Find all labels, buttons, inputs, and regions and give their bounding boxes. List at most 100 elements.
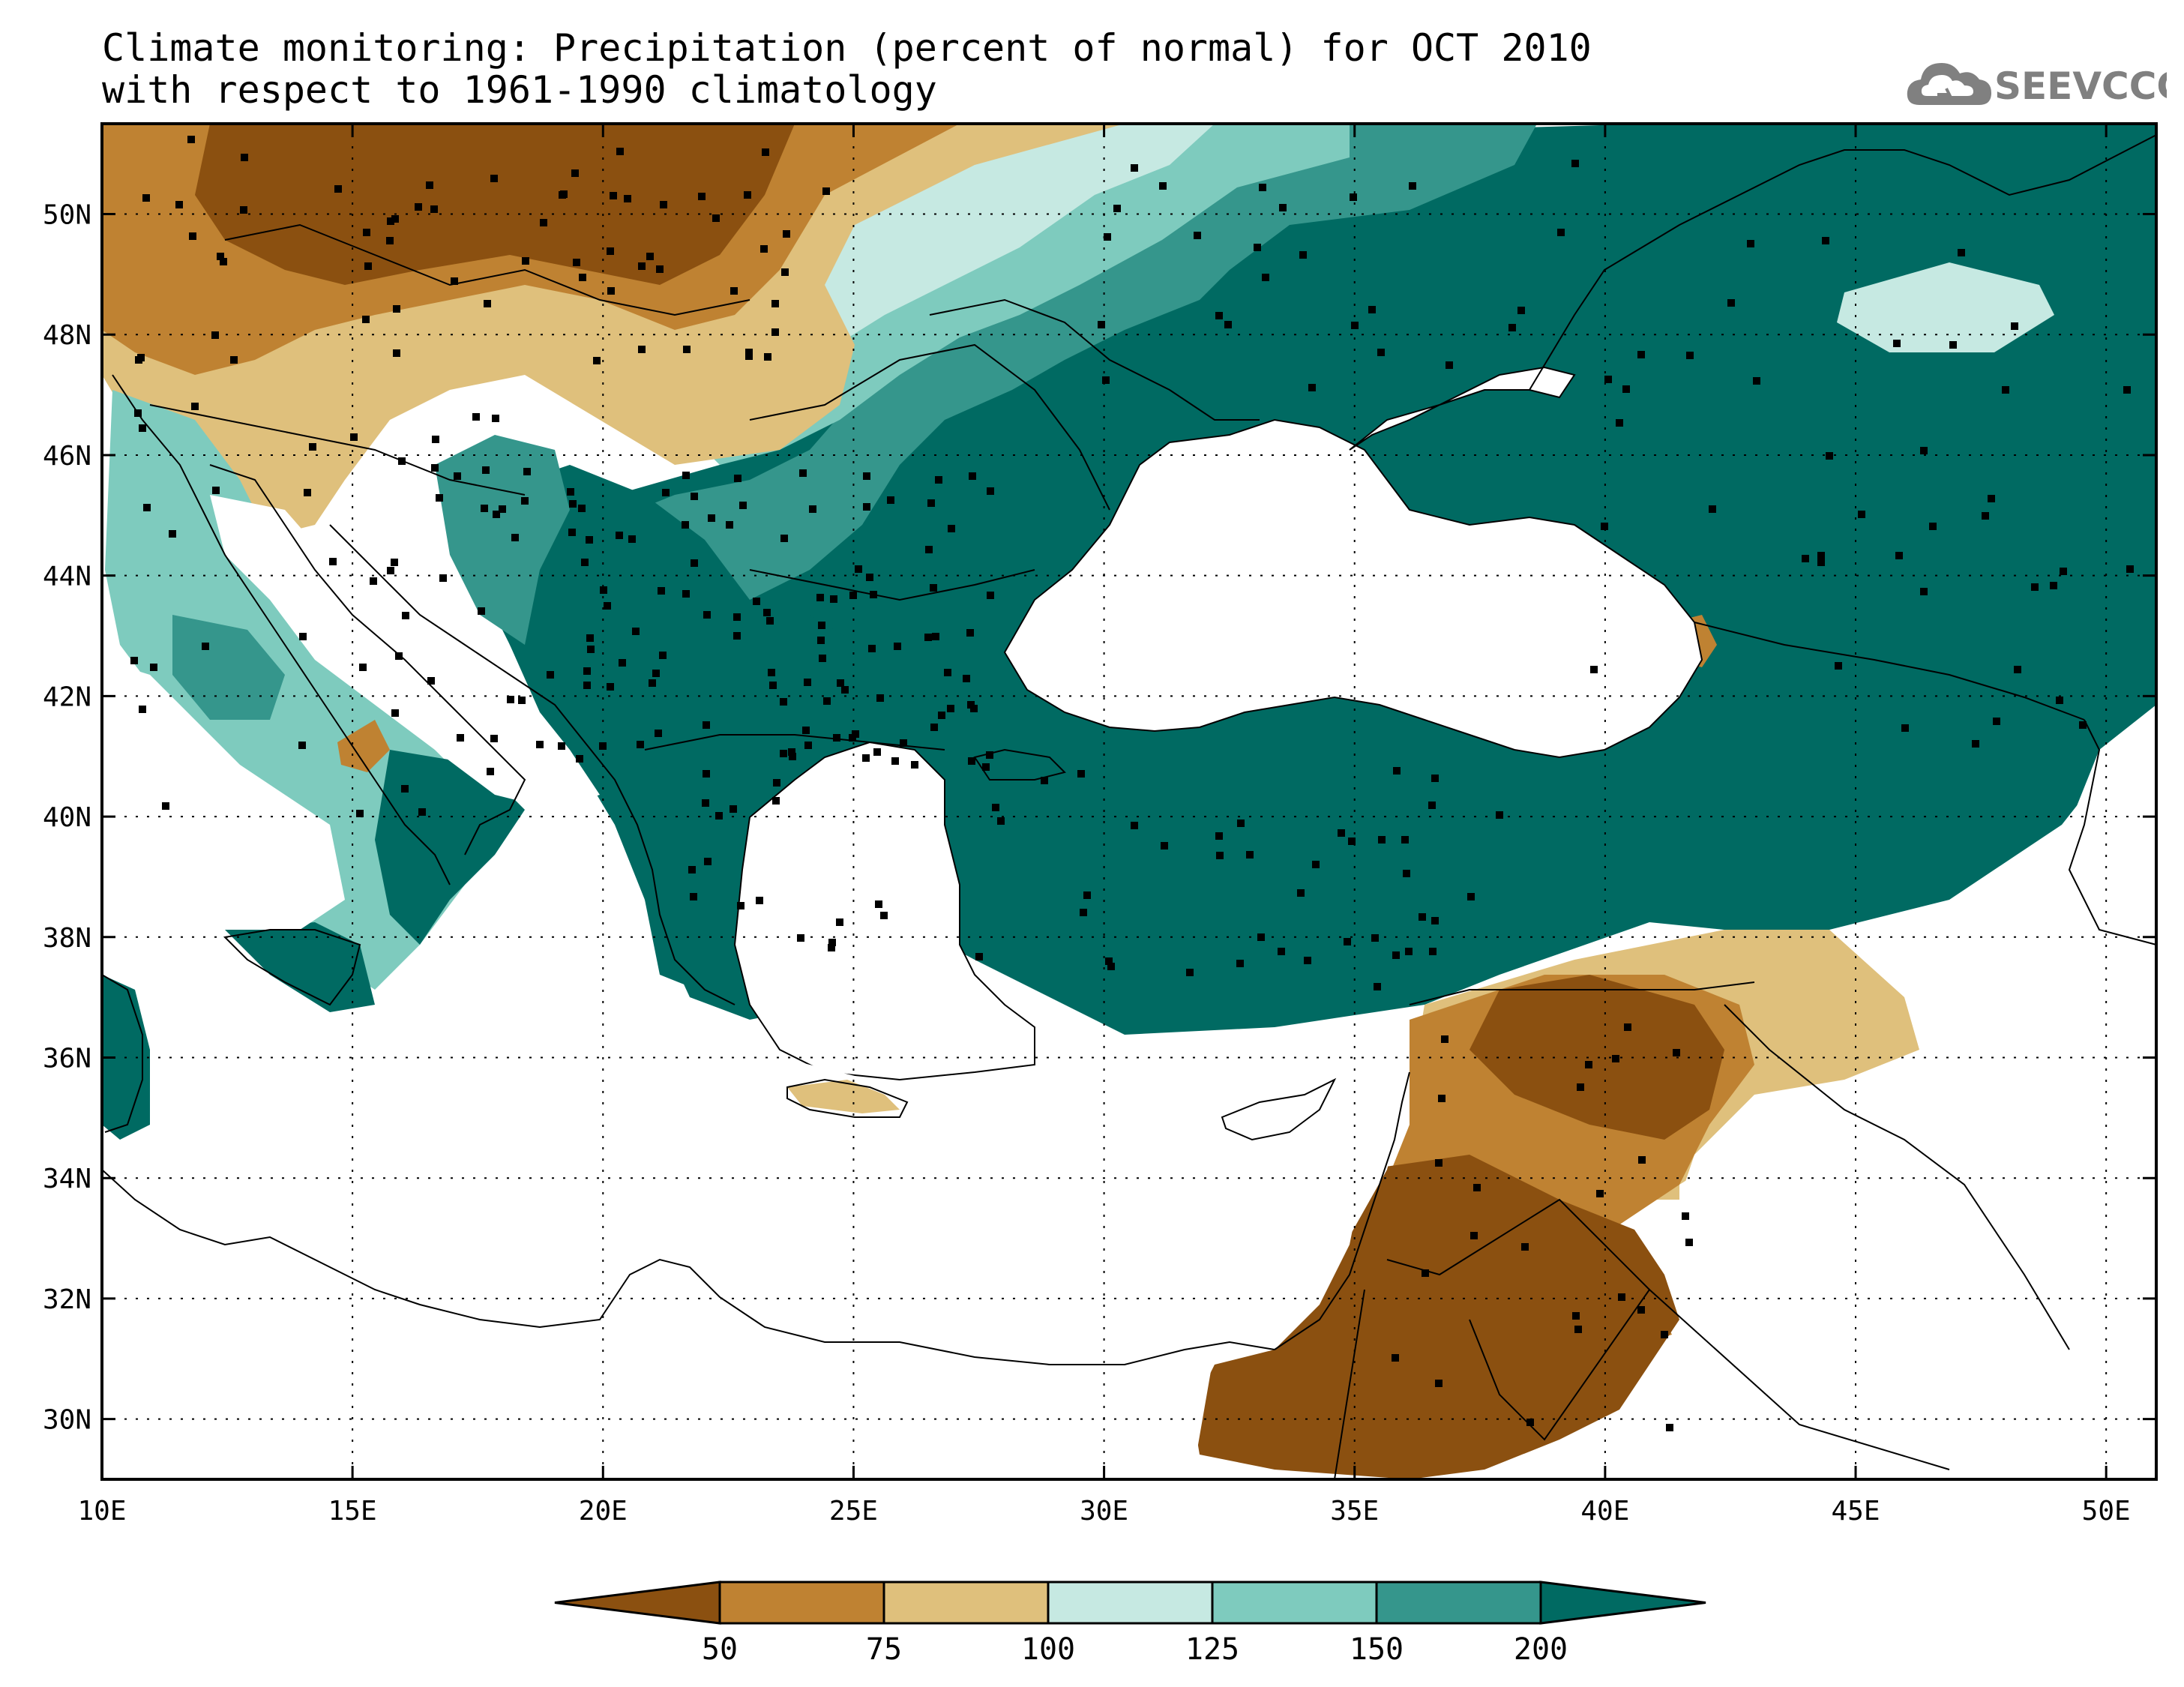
station-marker	[2011, 322, 2018, 330]
sea-of-marmara	[973, 748, 1066, 781]
station-marker	[1817, 559, 1825, 566]
lat-tick-label: 40N	[43, 802, 91, 833]
plot-frame	[100, 122, 2158, 1481]
station-marker	[599, 742, 607, 750]
field-levant-core-very-dry	[1469, 975, 1724, 1140]
station-marker	[703, 721, 710, 729]
station-marker	[1982, 512, 1989, 520]
station-marker	[1236, 960, 1244, 967]
station-marker	[2060, 568, 2067, 575]
station-marker	[1159, 182, 1167, 190]
station-marker	[607, 287, 615, 295]
station-marker	[137, 354, 145, 361]
bulgaria-border	[749, 569, 1035, 601]
station-marker	[1304, 957, 1311, 964]
station-marker	[1958, 249, 1965, 256]
station-marker	[230, 356, 238, 364]
station-marker	[1377, 349, 1385, 356]
station-marker	[581, 559, 589, 566]
station-marker	[2123, 386, 2131, 394]
station-marker	[1666, 1424, 1673, 1431]
station-marker	[737, 902, 744, 909]
legend-colorbar: 50 75 100 125 150 200	[554, 1581, 1706, 1667]
field-east-wet	[487, 124, 1537, 660]
station-marker	[1344, 938, 1351, 945]
station-marker	[1596, 1190, 1604, 1197]
saudi-border	[1469, 1288, 1950, 1470]
station-marker	[729, 805, 737, 813]
station-marker	[948, 525, 955, 532]
station-marker	[688, 866, 696, 873]
lat-tick-label: 46N	[43, 441, 91, 472]
station-marker	[760, 245, 768, 253]
sicily-coast	[223, 929, 361, 1006]
station-marker	[823, 697, 831, 705]
field-sicily-very-wet	[225, 922, 375, 1012]
station-marker	[1297, 889, 1305, 897]
iraq-border	[1724, 1004, 2070, 1350]
station-marker	[521, 497, 529, 505]
station-marker	[1186, 969, 1194, 976]
station-marker	[646, 253, 654, 260]
station-marker	[150, 664, 157, 671]
station-marker	[451, 277, 458, 285]
field-italy-wet	[172, 615, 285, 720]
station-marker	[309, 443, 316, 451]
station-marker	[1279, 204, 1287, 211]
station-marker	[744, 191, 751, 199]
station-marker	[478, 607, 485, 615]
black-sea	[1003, 418, 1703, 759]
station-marker	[578, 505, 586, 512]
station-marker	[490, 175, 498, 182]
station-marker	[1299, 251, 1307, 259]
station-marker	[391, 559, 398, 566]
station-marker	[1572, 1312, 1580, 1320]
station-marker	[350, 433, 358, 441]
station-marker	[600, 586, 607, 594]
station-marker	[841, 686, 849, 694]
station-marker	[862, 754, 870, 762]
field-north-very-dry	[195, 124, 795, 285]
station-marker	[1419, 913, 1426, 921]
legend-swatch	[1047, 1581, 1214, 1625]
station-marker	[1224, 321, 1232, 328]
station-marker	[628, 535, 636, 543]
station-marker	[579, 274, 586, 281]
legend-label: 100	[1021, 1632, 1075, 1667]
station-marker	[683, 346, 691, 353]
station-marker	[1312, 861, 1320, 868]
station-marker	[836, 918, 843, 926]
north-africa	[102, 1170, 1215, 1479]
station-marker	[1441, 1035, 1449, 1043]
station-marker	[1612, 1055, 1619, 1062]
station-marker	[139, 424, 146, 432]
station-marker	[772, 797, 780, 805]
station-marker	[299, 633, 307, 640]
station-marker	[568, 529, 576, 536]
station-marker	[1080, 909, 1087, 916]
station-marker	[593, 357, 601, 364]
station-marker	[1571, 160, 1579, 167]
station-marker	[818, 622, 825, 629]
station-marker	[830, 595, 837, 603]
station-marker	[143, 504, 151, 511]
caucasus-border	[1694, 622, 2085, 721]
station-marker	[822, 187, 830, 195]
station-marker	[1215, 832, 1223, 840]
lat-tick-label: 50N	[43, 200, 91, 231]
lat-tick-label: 38N	[43, 923, 91, 954]
station-marker	[1422, 1269, 1429, 1277]
station-marker	[1278, 948, 1285, 955]
station-marker	[1727, 299, 1735, 307]
crimea-sea	[1349, 366, 1576, 451]
station-marker	[439, 574, 447, 582]
station-marker	[987, 487, 994, 495]
station-marker	[809, 505, 816, 513]
station-marker	[816, 594, 824, 601]
station-marker	[436, 494, 443, 502]
lon-tick-label: 15E	[328, 1496, 377, 1527]
station-marker	[828, 939, 836, 946]
station-marker	[1350, 193, 1357, 201]
station-marker	[1348, 838, 1356, 845]
